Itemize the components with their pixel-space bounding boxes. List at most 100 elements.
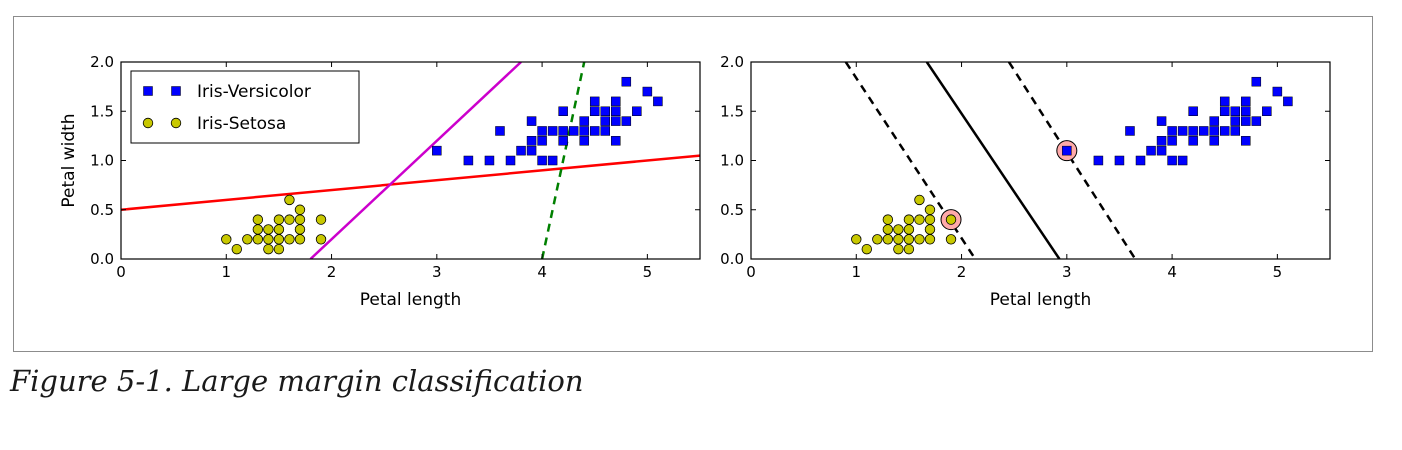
data-point-versicolor [1230,116,1241,126]
decision-boundary-line-3 [1007,62,1137,259]
data-point-versicolor [537,155,547,166]
data-point-setosa [252,234,264,245]
data-point-versicolor [1219,126,1230,136]
data-point-setosa [294,214,306,225]
data-point-setosa [851,234,862,245]
legend-label: Iris-Versicolor [197,82,311,102]
x-tick-label: 4 [1167,263,1177,281]
data-point-versicolor [1198,126,1209,136]
data-point-versicolor [495,126,505,136]
x-tick-label: 5 [643,263,653,281]
y-axis-title: Petal width [59,113,79,207]
data-point-setosa [231,243,243,255]
data-point-versicolor [558,106,568,116]
data-point-setosa [914,214,925,225]
data-point-setosa [263,234,274,245]
y-tick-label: 1.0 [720,152,744,170]
data-point-versicolor [1167,136,1177,146]
x-axis-title: Petal length [360,290,462,310]
data-point-versicolor [1209,116,1219,126]
data-point-versicolor [611,116,621,126]
data-point-versicolor [1156,145,1167,156]
data-point-setosa [273,224,285,235]
data-point-versicolor [1251,116,1262,126]
data-point-versicolor [1283,96,1293,107]
data-point-setosa [882,224,894,235]
data-point-versicolor [1241,96,1251,107]
x-tick-label: 4 [537,263,547,281]
chart-panel-2: 0 1 2 3 4 5 0.0 0.5 1.0 1.5 2.0 Petal length [720,53,1331,310]
data-point-setosa [315,234,327,245]
x-tick-label: 0 [746,263,756,281]
data-point-setosa [903,243,915,255]
data-point-versicolor [547,155,558,166]
x-tick-label: 2 [957,263,967,281]
data-point-versicolor [516,145,526,156]
data-point-versicolor [1167,126,1177,136]
data-point-versicolor [600,106,611,116]
data-point-setosa [945,234,957,245]
data-point-versicolor [1241,106,1251,116]
data-point-versicolor [558,126,568,136]
x-tick-label: 1 [851,263,861,281]
x-tick-label: 1 [221,263,231,281]
data-point-setosa [294,234,306,245]
data-point-versicolor [600,126,611,136]
data-point-versicolor [1093,155,1104,166]
data-point-versicolor [505,155,516,166]
data-point-versicolor [1262,106,1272,116]
data-point-setosa [893,224,904,235]
data-point-setosa [273,214,285,225]
data-point-versicolor [1177,155,1188,166]
data-point-versicolor [1156,136,1167,146]
data-point-setosa [263,224,274,235]
chart-panel-1: 0 1 2 3 4 5 0.0 0.5 1.0 1.5 2.0 Petal length Petal w… [59,53,701,310]
data-point-versicolor [579,126,589,136]
data-point-versicolor [1188,136,1198,146]
legend-marker-setosa [170,117,182,129]
data-point-setosa [924,224,936,235]
data-point-setosa [221,234,232,245]
y-tick-label: 0.0 [720,250,744,268]
y-tick-label: 0.5 [90,201,114,219]
data-point-versicolor [621,116,632,126]
data-point-versicolor [537,126,547,136]
y-tick-label: 1.0 [90,152,114,170]
x-axis-title: Petal length [990,290,1092,310]
y-tick-label: 0.0 [90,250,114,268]
data-point-versicolor [568,126,579,136]
data-point-versicolor [484,155,495,166]
data-point-setosa [252,214,264,225]
y-tick-label: 1.5 [90,102,114,120]
data-point-versicolor [621,76,632,87]
figure-caption: Figure 5-1. Large margin classification [10,364,584,398]
data-point-versicolor [1146,145,1156,156]
data-point-setosa [252,224,264,235]
data-point-setosa [284,234,295,245]
data-point-versicolor [589,106,600,116]
data-point-setosa [882,234,894,245]
data-point-setosa [903,224,915,235]
data-point-versicolor [1209,126,1219,136]
data-point-versicolor [558,136,568,146]
data-point-versicolor [1272,86,1283,97]
data-point-versicolor [1219,106,1230,116]
data-point-setosa [903,214,915,225]
data-point-versicolor [1230,126,1241,136]
data-point-versicolor [1209,136,1219,146]
data-point-setosa [924,214,936,225]
data-point-setosa [882,214,894,225]
data-point-versicolor [653,96,663,107]
data-point-setosa [945,214,957,225]
data-point-versicolor [611,96,621,107]
data-point-setosa [273,234,285,245]
data-point-versicolor [1156,116,1167,126]
x-tick-label: 2 [327,263,337,281]
data-point-versicolor [1251,76,1262,87]
data-point-versicolor [547,126,558,136]
x-tick-label: 3 [1062,263,1072,281]
decision-boundary-line-3 [540,62,586,259]
data-point-versicolor [1125,126,1135,136]
data-point-versicolor [1188,106,1198,116]
